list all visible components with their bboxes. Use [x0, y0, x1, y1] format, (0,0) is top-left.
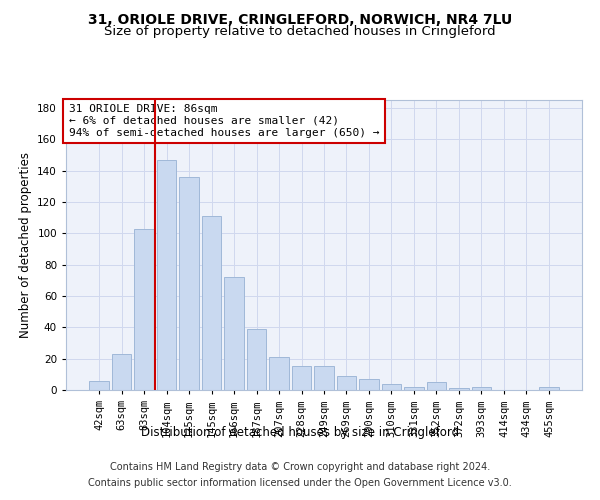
Bar	[314, 366, 334, 390]
Bar	[292, 366, 311, 390]
Y-axis label: Number of detached properties: Number of detached properties	[19, 152, 32, 338]
Text: Distribution of detached houses by size in Cringleford: Distribution of detached houses by size …	[141, 426, 459, 439]
Bar	[449, 388, 469, 390]
Bar	[157, 160, 176, 390]
Bar	[337, 376, 356, 390]
Bar	[539, 387, 559, 390]
Text: Contains public sector information licensed under the Open Government Licence v3: Contains public sector information licen…	[88, 478, 512, 488]
Bar	[134, 228, 154, 390]
Text: Size of property relative to detached houses in Cringleford: Size of property relative to detached ho…	[104, 25, 496, 38]
Text: 31 ORIOLE DRIVE: 86sqm
← 6% of detached houses are smaller (42)
94% of semi-deta: 31 ORIOLE DRIVE: 86sqm ← 6% of detached …	[68, 104, 379, 138]
Bar	[382, 384, 401, 390]
Bar	[472, 387, 491, 390]
Bar	[179, 177, 199, 390]
Text: 31, ORIOLE DRIVE, CRINGLEFORD, NORWICH, NR4 7LU: 31, ORIOLE DRIVE, CRINGLEFORD, NORWICH, …	[88, 12, 512, 26]
Bar	[404, 387, 424, 390]
Bar	[89, 380, 109, 390]
Text: Contains HM Land Registry data © Crown copyright and database right 2024.: Contains HM Land Registry data © Crown c…	[110, 462, 490, 472]
Bar	[427, 382, 446, 390]
Bar	[224, 277, 244, 390]
Bar	[269, 357, 289, 390]
Bar	[359, 379, 379, 390]
Bar	[247, 329, 266, 390]
Bar	[202, 216, 221, 390]
Bar	[112, 354, 131, 390]
